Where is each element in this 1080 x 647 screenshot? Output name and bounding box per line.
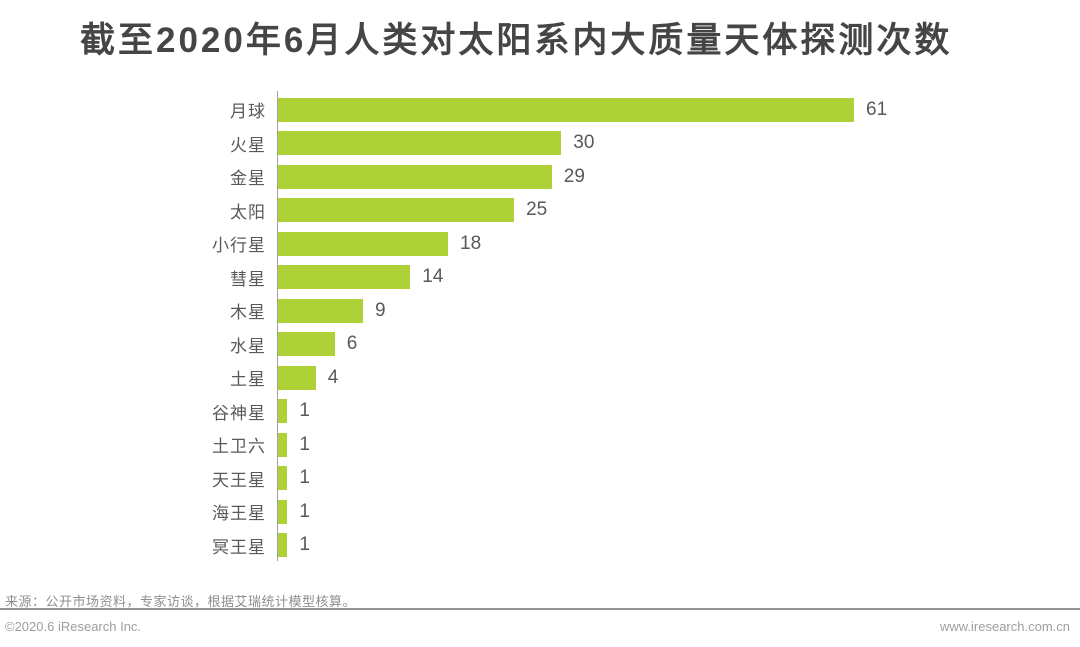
category-label: 天王星 [212,470,266,490]
bar-row: 木星 9 [0,294,1080,328]
bar [278,432,288,457]
bar [278,298,363,323]
value-label: 1 [299,500,310,522]
bar-row: 火星 30 [0,127,1080,161]
value-label: 14 [422,266,444,288]
category-label: 海王星 [212,504,266,524]
category-label: 小行星 [212,236,266,256]
page-title: 截至2020年6月人类对太阳系内大质量天体探测次数 [80,21,953,60]
category-label: 木星 [230,303,266,323]
value-label: 25 [526,199,548,221]
value-label: 1 [299,433,310,455]
bar [278,231,448,256]
bar-row: 水星 6 [0,328,1080,362]
bar [278,97,854,122]
value-label: 30 [573,132,595,154]
value-label: 1 [299,400,310,422]
bar-row: 天王星 1 [0,462,1080,496]
bar [278,365,316,390]
bar-row: 彗星 14 [0,261,1080,295]
bar-row: 土星 4 [0,361,1080,395]
category-label: 冥王星 [212,537,266,557]
bar-row: 金星 29 [0,160,1080,194]
copyright-text: ©2020.6 iResearch Inc. [5,619,142,634]
value-label: 1 [299,467,310,489]
bar [278,131,562,156]
bar-row: 太阳 25 [0,194,1080,228]
category-label: 土星 [230,370,266,390]
bar-rows: 月球 61 火星 30 金星 29 太阳 25 小行星 18 彗星 14 木星 9 水星 6 土星 4 谷神星 1 土卫… [0,93,1080,562]
bar [278,198,515,223]
website-text: www.iresearch.com.cn [939,619,1070,634]
bar-row: 冥王星 1 [0,529,1080,563]
value-label: 29 [563,165,585,187]
category-label: 彗星 [230,269,266,289]
bar [278,533,288,558]
y-axis-line [277,91,278,561]
category-label: 太阳 [230,202,266,222]
value-label: 4 [327,366,339,388]
footer-divider [0,608,1080,610]
category-label: 金星 [230,169,266,189]
bar-row: 小行星 18 [0,227,1080,261]
category-label: 月球 [230,102,266,122]
category-label: 水星 [230,336,266,356]
category-label: 谷神星 [212,403,266,423]
bar [278,399,288,424]
value-label: 18 [460,232,482,254]
category-label: 土卫六 [212,437,266,457]
bar [278,466,288,491]
bar-row: 月球 61 [0,93,1080,127]
value-label: 1 [299,534,310,556]
value-label: 61 [866,98,888,120]
category-label: 火星 [230,135,266,155]
bar [278,265,411,290]
bar [278,332,335,357]
bar [278,164,552,189]
value-label: 9 [375,299,386,321]
bar-row: 海王星 1 [0,495,1080,529]
source-note: 来源：公开市场资料，专家访谈，根据艾瑞统计模型核算。 [5,594,357,609]
value-label: 6 [346,333,358,355]
bar-row: 谷神星 1 [0,395,1080,429]
bar-chart: 月球 61 火星 30 金星 29 太阳 25 小行星 18 彗星 14 木星 9 水星 6 土星 4 谷神星 1 土卫… [0,91,1080,563]
bar-row: 土卫六 1 [0,428,1080,462]
bar [278,499,288,524]
